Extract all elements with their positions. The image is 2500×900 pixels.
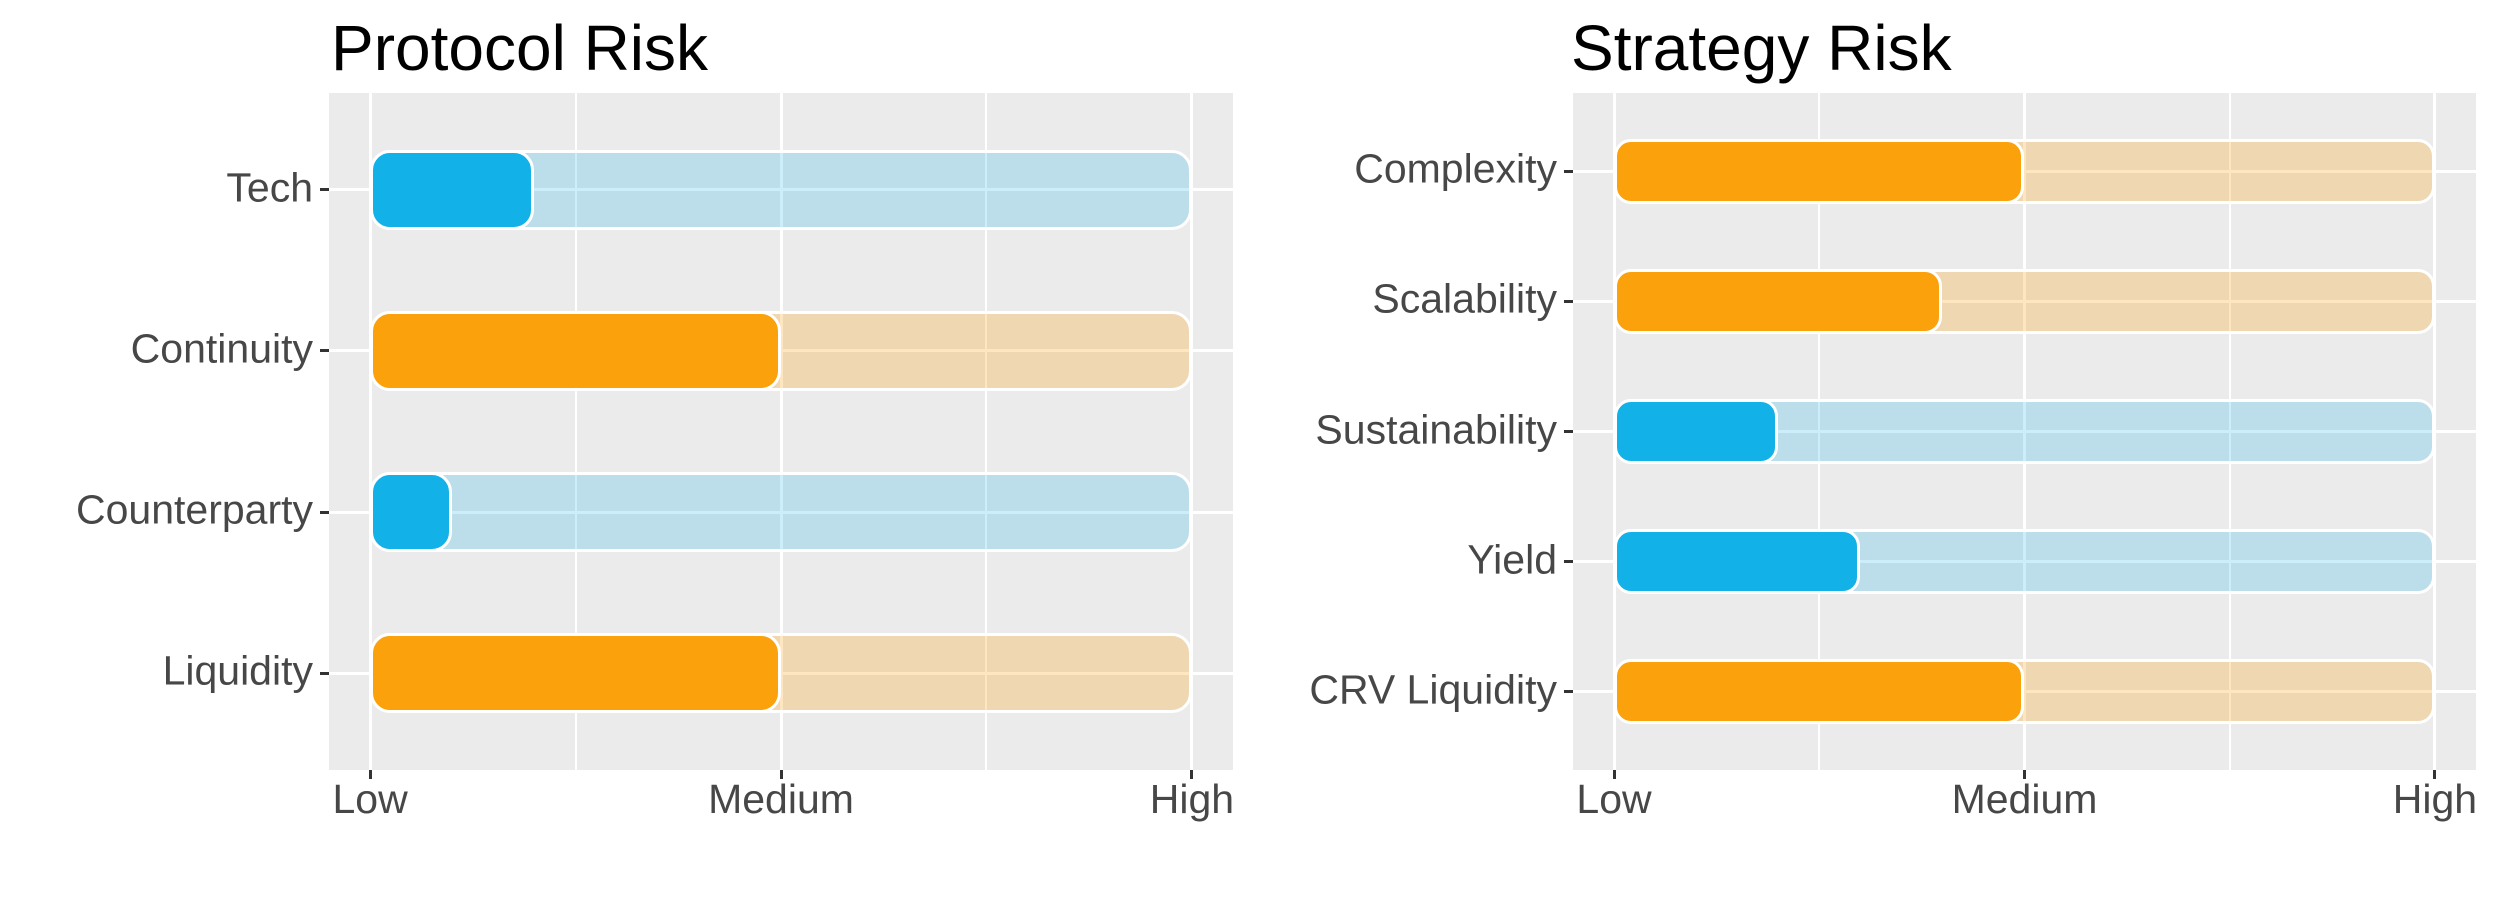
y-axis-tick bbox=[1564, 690, 1573, 694]
x-axis-tick bbox=[2433, 770, 2437, 779]
x-axis-tick bbox=[2023, 770, 2026, 779]
x-axis-label: Medium bbox=[1951, 776, 2098, 822]
y-axis-label: Complexity bbox=[1354, 145, 1557, 192]
gridline-vertical-major bbox=[1190, 93, 1194, 770]
y-axis-label: Counterparty bbox=[75, 486, 313, 533]
gridline-horizontal bbox=[1573, 560, 2476, 564]
chart-title: Strategy Risk bbox=[1571, 12, 1952, 84]
y-axis-tick bbox=[320, 349, 329, 353]
y-axis-label: Scalability bbox=[1372, 275, 1557, 322]
y-axis-label: Sustainability bbox=[1315, 406, 1557, 453]
bar-fill-orange bbox=[1614, 659, 2025, 725]
gridline-horizontal bbox=[1573, 430, 2476, 433]
gridline-horizontal bbox=[1573, 690, 2476, 694]
bar-track-blue bbox=[370, 472, 1192, 553]
y-axis-label: Tech bbox=[226, 164, 313, 211]
x-axis-tick bbox=[1190, 770, 1194, 779]
bar-fill-orange bbox=[1614, 138, 2025, 204]
x-axis-label: High bbox=[2392, 776, 2478, 822]
gridline-horizontal bbox=[1573, 169, 2476, 173]
gridline-vertical-major bbox=[368, 93, 372, 770]
gridline-vertical-major bbox=[779, 93, 783, 770]
bar-fill-blue bbox=[370, 472, 453, 553]
gridline-vertical-minor bbox=[574, 93, 577, 770]
bar-fill-orange bbox=[370, 633, 781, 714]
bar-fill-blue bbox=[1614, 399, 1779, 464]
x-axis-tick bbox=[1612, 770, 1616, 779]
x-axis-label: High bbox=[1149, 776, 1235, 822]
y-axis-label: CRV Liquidity bbox=[1309, 666, 1557, 713]
plot-panel bbox=[329, 93, 1233, 770]
gridline-vertical-minor bbox=[985, 93, 988, 770]
x-axis-label: Low bbox=[1576, 776, 1652, 822]
y-axis-tick bbox=[1564, 169, 1573, 173]
gridline-horizontal bbox=[329, 349, 1233, 353]
gridline-horizontal bbox=[329, 188, 1233, 192]
plot-panel bbox=[1573, 93, 2476, 770]
x-axis-label: Medium bbox=[708, 776, 854, 822]
y-axis-tick bbox=[1564, 560, 1573, 564]
y-axis-label: Liquidity bbox=[162, 647, 313, 694]
y-axis-tick bbox=[1564, 430, 1573, 433]
gridline-horizontal bbox=[329, 671, 1233, 675]
y-axis-tick bbox=[320, 188, 329, 192]
y-axis-label: Yield bbox=[1467, 536, 1557, 583]
gridline-horizontal bbox=[329, 510, 1233, 514]
bar-fill-blue bbox=[370, 149, 535, 230]
bar-fill-orange bbox=[1614, 268, 1943, 334]
y-axis-tick bbox=[1564, 299, 1573, 303]
chart-title: Protocol Risk bbox=[331, 12, 708, 84]
bar-fill-orange bbox=[370, 310, 781, 391]
bar-fill-blue bbox=[1614, 529, 1861, 595]
x-axis-label: Low bbox=[332, 776, 408, 822]
y-axis-label: Continuity bbox=[130, 325, 313, 372]
x-axis-tick bbox=[779, 770, 783, 779]
y-axis-tick bbox=[320, 671, 329, 675]
x-axis-tick bbox=[368, 770, 372, 779]
gridline-horizontal bbox=[1573, 299, 2476, 303]
y-axis-tick bbox=[320, 510, 329, 514]
